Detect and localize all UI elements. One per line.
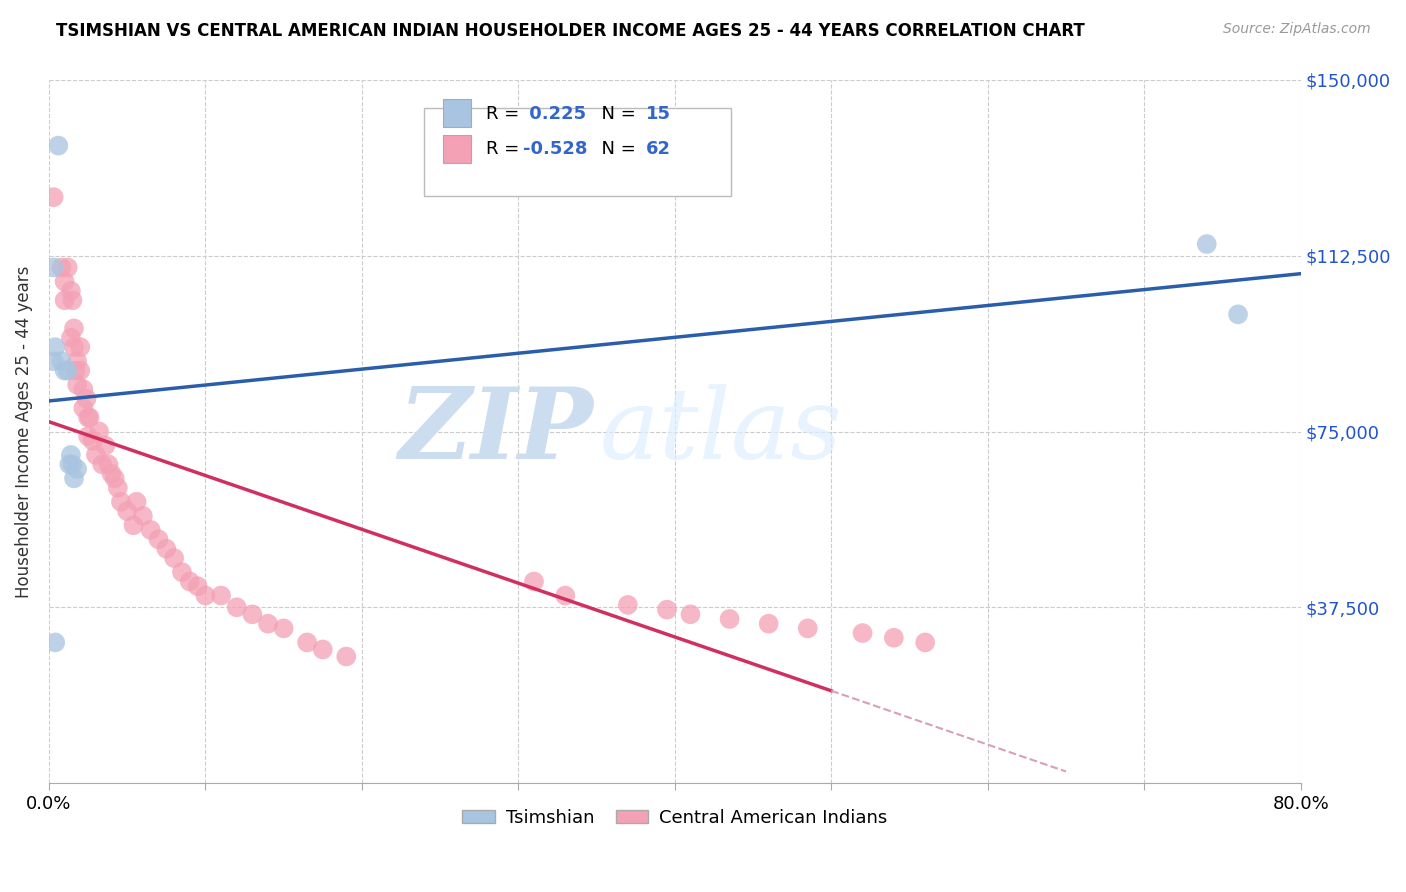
Point (66, 377, 89, 392)
Point (42, 190, 65, 204)
Point (797, 621, 820, 635)
Point (1227, 307, 1250, 321)
Point (914, 635, 936, 649)
Point (335, 649, 357, 664)
Point (84, 448, 107, 462)
Point (66, 462, 89, 476)
Point (51, 354, 73, 368)
Point (77, 410, 100, 425)
Point (883, 631, 905, 645)
Text: 15: 15 (645, 104, 671, 122)
Point (1195, 237, 1218, 252)
Text: Source: ZipAtlas.com: Source: ZipAtlas.com (1223, 22, 1371, 37)
Point (97, 458, 120, 472)
Point (179, 574, 201, 589)
Point (62, 458, 84, 472)
Point (209, 589, 232, 603)
Point (110, 495, 132, 509)
Point (125, 495, 148, 509)
Text: -0.528: -0.528 (523, 140, 588, 159)
Point (59, 331, 82, 345)
Point (48, 138, 70, 153)
Point (170, 565, 193, 579)
Point (42, 260, 65, 275)
Y-axis label: Householder Income Ages 25 - 44 years: Householder Income Ages 25 - 44 years (15, 265, 32, 598)
Text: atlas: atlas (600, 384, 842, 479)
Point (44, 340, 66, 354)
Point (42, 354, 65, 368)
Point (554, 589, 576, 603)
Point (44, 635, 66, 649)
Point (163, 551, 186, 566)
Point (155, 541, 177, 556)
Point (87, 425, 110, 439)
Point (69, 340, 91, 354)
Point (59, 284, 82, 298)
Point (273, 621, 295, 635)
Point (62, 293, 84, 308)
Point (617, 598, 640, 612)
FancyBboxPatch shape (425, 108, 731, 196)
Legend: Tsimshian, Central American Indians: Tsimshian, Central American Indians (456, 801, 894, 834)
Point (194, 589, 217, 603)
Point (79, 410, 101, 425)
Point (63, 471, 86, 485)
Point (56, 260, 79, 275)
Point (257, 616, 280, 631)
Point (122, 518, 145, 533)
Point (51, 260, 73, 275)
Text: R =: R = (486, 140, 524, 159)
Text: ZIP: ZIP (398, 384, 593, 480)
Point (72, 382, 94, 396)
Text: 0.225: 0.225 (523, 104, 586, 122)
Point (66, 354, 89, 368)
Point (94, 439, 117, 453)
Point (139, 523, 162, 537)
Text: 62: 62 (645, 140, 671, 159)
Point (100, 467, 122, 481)
Point (53, 275, 76, 289)
Point (655, 602, 678, 616)
Point (225, 600, 247, 615)
Point (77, 429, 100, 443)
Point (295, 635, 318, 649)
Point (187, 579, 209, 593)
Point (240, 607, 263, 622)
Point (59, 448, 82, 462)
Point (58, 458, 80, 472)
Point (69, 363, 91, 377)
Point (63, 321, 86, 335)
Text: R =: R = (486, 104, 524, 122)
Point (148, 533, 170, 547)
Point (76, 392, 98, 406)
Point (91, 458, 114, 472)
Point (851, 626, 873, 640)
Point (63, 340, 86, 354)
Bar (443, 99, 471, 127)
Point (523, 574, 546, 589)
Text: TSIMSHIAN VS CENTRAL AMERICAN INDIAN HOUSEHOLDER INCOME AGES 25 - 44 YEARS CORRE: TSIMSHIAN VS CENTRAL AMERICAN INDIAN HOU… (56, 22, 1085, 40)
Point (72, 401, 94, 415)
Point (53, 293, 76, 308)
Point (679, 607, 702, 622)
Point (53, 363, 76, 377)
Text: N =: N = (589, 104, 641, 122)
Point (56, 363, 79, 377)
Point (115, 504, 138, 518)
Point (758, 616, 780, 631)
Point (312, 642, 335, 657)
Point (718, 612, 741, 626)
Point (65, 363, 87, 377)
Point (104, 471, 127, 485)
Point (132, 508, 155, 523)
Point (107, 481, 129, 495)
Text: N =: N = (589, 140, 641, 159)
Point (82, 434, 104, 448)
Bar (443, 135, 471, 163)
